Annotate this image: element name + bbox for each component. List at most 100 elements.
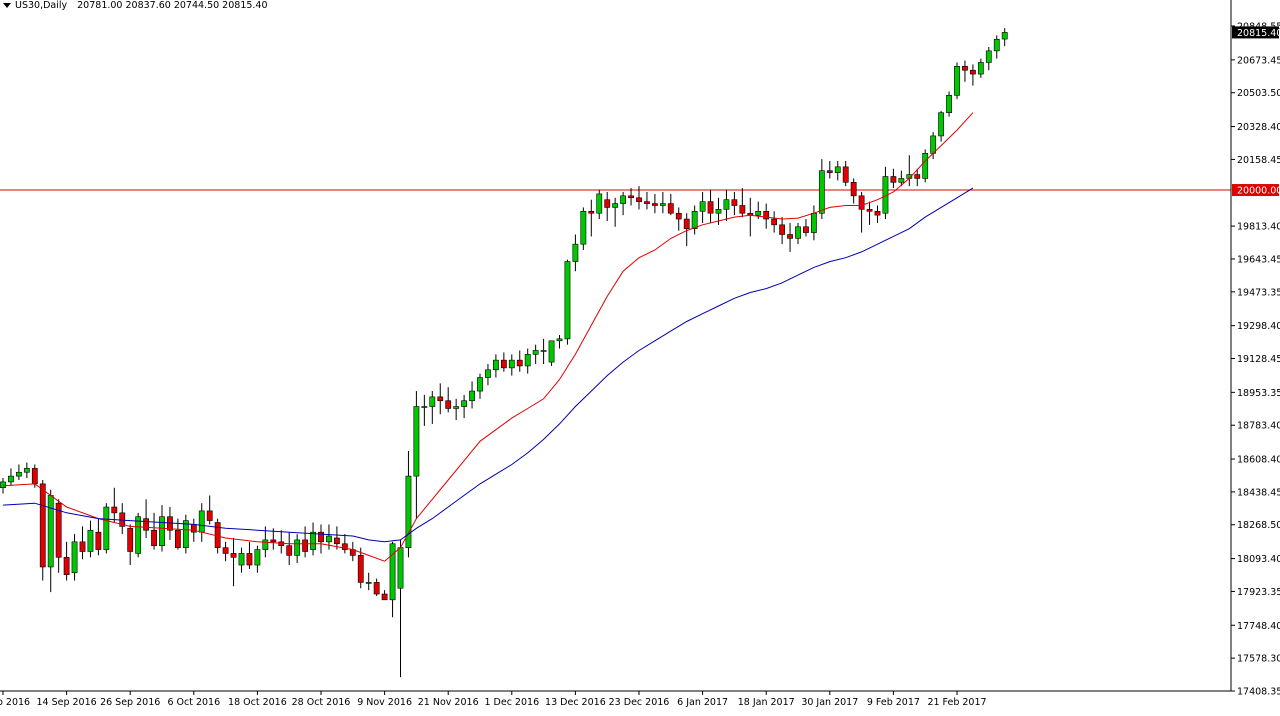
- candle: [524, 348, 531, 374]
- candle: [437, 383, 444, 415]
- candle-body-bear: [55, 502, 62, 558]
- candle: [667, 193, 674, 216]
- candle: [739, 188, 746, 218]
- candle: [8, 468, 14, 486]
- level-price-tag-text: 20000.00: [1237, 186, 1280, 197]
- candle-body-bull: [413, 406, 420, 477]
- candle: [906, 155, 913, 187]
- candle: [866, 201, 873, 225]
- price-tick-label: 18608.40: [1237, 455, 1280, 466]
- price-tick-label: 19643.45: [1237, 254, 1280, 265]
- candle: [206, 495, 213, 525]
- chevron-down-icon[interactable]: [3, 3, 11, 8]
- candle-body-bear: [644, 201, 650, 204]
- current-price-tag-box: [1232, 26, 1279, 39]
- price-tick-label: 17748.40: [1237, 621, 1280, 632]
- candle-body-bull: [612, 203, 619, 208]
- candle: [795, 222, 801, 245]
- candle-body-bull: [326, 535, 332, 543]
- candle: [532, 344, 539, 365]
- time-tick-label: 28 Oct 2016: [292, 697, 351, 708]
- candle: [564, 259, 571, 345]
- candle: [675, 207, 682, 231]
- candle-body-bull: [397, 547, 404, 589]
- candle-body-bear: [286, 545, 293, 556]
- time-tick-label: 6 Jan 2017: [677, 697, 728, 708]
- time-tick-label: 1 Dec 2016: [484, 697, 539, 708]
- candle: [540, 338, 547, 365]
- candle: [890, 168, 897, 189]
- candle-body-bull: [922, 153, 929, 179]
- candle-body-bull: [389, 543, 396, 601]
- candle: [286, 532, 293, 566]
- candle-body-bull: [954, 66, 960, 96]
- current-price-tag: 20815.40: [1232, 26, 1280, 39]
- candle: [23, 462, 30, 479]
- candle: [357, 547, 364, 589]
- candle-body-bull: [429, 396, 436, 407]
- candle: [477, 373, 483, 399]
- candle-body-bear: [302, 539, 308, 552]
- candle: [938, 110, 944, 142]
- candle-body-bull: [87, 529, 94, 552]
- candle-body-bull: [659, 203, 666, 206]
- candle: [318, 524, 324, 554]
- candle-body-bull: [453, 406, 460, 409]
- time-tick-label: 18 Jan 2017: [738, 697, 795, 708]
- candle-body-bull: [755, 210, 762, 216]
- candle-body-bear: [175, 529, 181, 548]
- candle-body-bull: [580, 210, 587, 245]
- candle-body-bull: [946, 95, 952, 114]
- candle-body-bull: [135, 516, 142, 554]
- candle-body-bull: [691, 210, 698, 229]
- candle-body-bear: [318, 531, 324, 543]
- candle: [55, 499, 62, 573]
- level-price-tag: 20000.00: [1232, 184, 1280, 197]
- candle: [771, 211, 778, 233]
- candle: [381, 590, 388, 601]
- price-tick-label: 20328.40: [1237, 122, 1280, 133]
- candle-body-bear: [667, 203, 674, 214]
- candle-body-bear: [739, 205, 746, 214]
- candle-body-bear: [206, 510, 213, 521]
- candle-body-bull: [930, 135, 937, 154]
- price-tick-label: 18438.45: [1237, 487, 1280, 498]
- candle-body-bear: [890, 176, 897, 183]
- candle: [683, 213, 690, 247]
- candle: [302, 526, 308, 558]
- candle-body-bull: [254, 549, 261, 566]
- candle-body-bull: [540, 350, 547, 352]
- candle: [659, 191, 666, 214]
- candle: [95, 518, 102, 556]
- chart-header: US30,Daily 20781.00 20837.60 20744.50 208…: [3, 0, 268, 11]
- candle: [723, 190, 730, 221]
- candle-body-bull: [469, 390, 475, 402]
- candle-body-bull: [103, 506, 110, 550]
- candle: [119, 503, 126, 535]
- candle-body-bull: [723, 199, 730, 210]
- candle-body-bear: [763, 210, 770, 220]
- candle-body-bear: [787, 234, 793, 239]
- candle: [628, 188, 634, 206]
- candle-body-bear: [333, 537, 340, 545]
- candle: [604, 191, 611, 221]
- candle: [691, 205, 698, 235]
- candle-body-bull: [0, 481, 6, 489]
- candle-body-bear: [381, 593, 388, 601]
- candle: [985, 46, 992, 71]
- candle: [715, 197, 722, 225]
- candle: [238, 547, 245, 573]
- candle: [556, 335, 563, 349]
- price-tick-label: 18268.50: [1237, 520, 1280, 531]
- candle-body-bear: [39, 483, 46, 568]
- candle: [620, 191, 626, 216]
- candle: [898, 170, 905, 187]
- candle: [500, 352, 507, 372]
- price-tick-label: 17923.35: [1237, 587, 1280, 598]
- candle-body-bull: [810, 212, 817, 233]
- candle: [143, 499, 149, 538]
- time-tick-label: 2 Sep 2016: [0, 697, 30, 708]
- candle-body-bull: [421, 406, 428, 408]
- candle-body-bull: [715, 209, 722, 214]
- candle: [63, 541, 70, 581]
